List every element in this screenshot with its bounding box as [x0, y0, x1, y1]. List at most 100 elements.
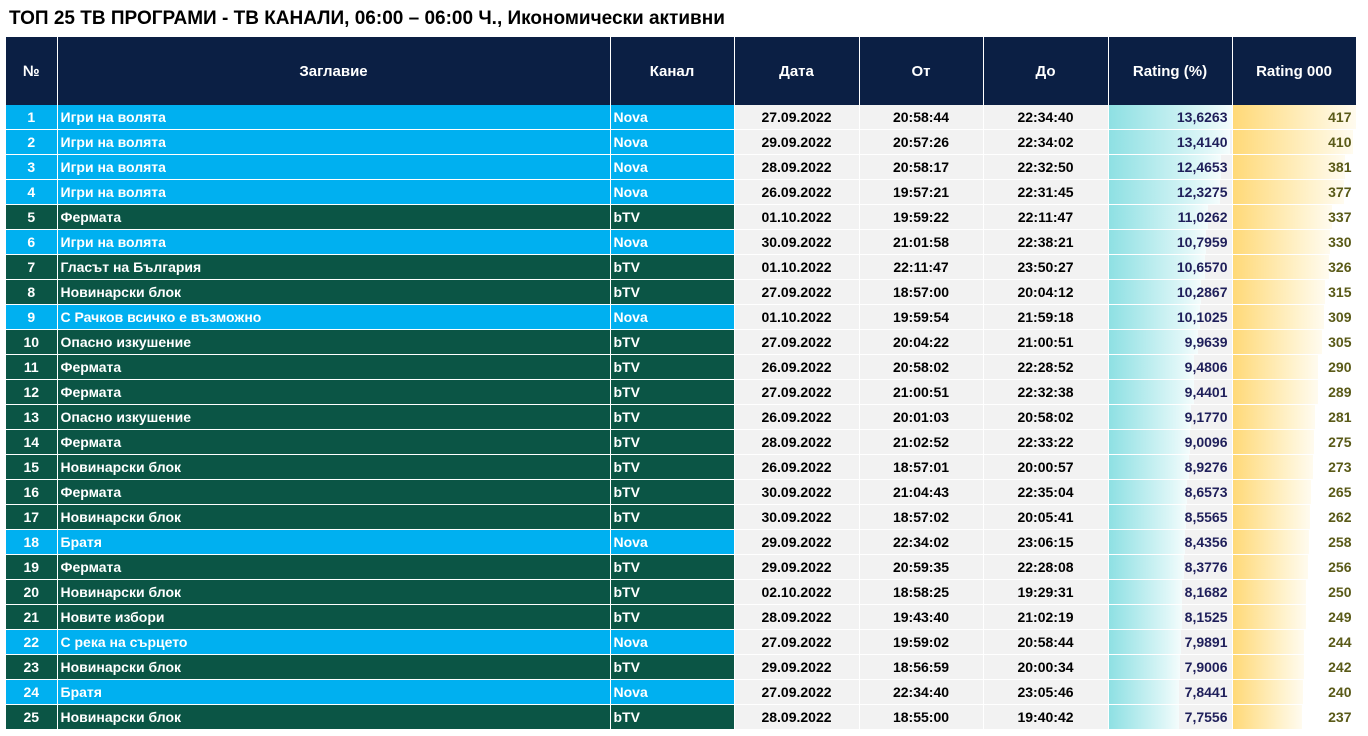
- broadcast-date: 27.09.2022: [734, 629, 860, 655]
- start-time: 21:00:51: [859, 379, 984, 405]
- rating-bar: [1108, 280, 1202, 304]
- broadcast-date: 02.10.2022: [734, 579, 860, 605]
- rating-cell: 8,4356: [1108, 529, 1233, 555]
- rating000-bar: [1232, 655, 1304, 679]
- table-row: 23 Новинарски блок bTV 29.09.2022 18:56:59 20…: [6, 654, 1357, 680]
- channel-name: bTV: [610, 554, 735, 580]
- rating-bar: [1108, 705, 1179, 729]
- broadcast-date: 01.10.2022: [734, 204, 860, 230]
- broadcast-date: 01.10.2022: [734, 254, 860, 280]
- rating000-bar: [1232, 480, 1311, 504]
- end-time: 22:28:52: [983, 354, 1109, 380]
- rating-cell: 7,9891: [1108, 629, 1233, 655]
- program-title: Игри на волята: [57, 179, 611, 205]
- channel-name: bTV: [610, 604, 735, 630]
- page-title: ТОП 25 ТВ ПРОГРАМИ - ТВ КАНАЛИ, 06:00 – …: [9, 8, 725, 29]
- row-number: 3: [6, 154, 58, 180]
- rating-cell: 10,2867: [1108, 279, 1233, 305]
- table-row: 25 Новинарски блок bTV 28.09.2022 18:55:00 19…: [6, 704, 1357, 730]
- broadcast-date: 28.09.2022: [734, 604, 860, 630]
- rating000-value: 249: [1328, 609, 1352, 625]
- rating000-cell: 275: [1232, 429, 1357, 455]
- header-rating000: Rating 000: [1232, 37, 1357, 105]
- rating000-bar: [1232, 605, 1306, 629]
- program-title: Братя: [57, 529, 611, 555]
- rating-value: 11,0262: [1177, 209, 1228, 225]
- start-time: 20:59:35: [859, 554, 984, 580]
- row-number: 7: [6, 254, 58, 280]
- rating-value: 8,4356: [1184, 534, 1228, 550]
- rating000-value: 237: [1328, 709, 1352, 725]
- end-time: 22:35:04: [983, 479, 1109, 505]
- broadcast-date: 28.09.2022: [734, 154, 860, 180]
- rating-value: 8,5565: [1184, 509, 1228, 525]
- broadcast-date: 27.09.2022: [734, 329, 860, 355]
- channel-name: Nova: [610, 629, 735, 655]
- rating-cell: 10,6570: [1108, 254, 1233, 280]
- table-row: 4 Игри на волята Nova 26.09.2022 19:57:21 22:…: [6, 179, 1357, 205]
- start-time: 21:01:58: [859, 229, 984, 255]
- end-time: 20:00:57: [983, 454, 1109, 480]
- row-number: 25: [6, 704, 58, 730]
- rating000-bar: [1232, 130, 1354, 154]
- rating000-value: 330: [1328, 234, 1352, 250]
- rating-bar: [1108, 405, 1192, 429]
- start-time: 18:58:25: [859, 579, 984, 605]
- broadcast-date: 26.09.2022: [734, 404, 860, 430]
- start-time: 18:57:00: [859, 279, 984, 305]
- rating000-cell: 330: [1232, 229, 1357, 255]
- row-number: 6: [6, 229, 58, 255]
- rating-cell: 8,3776: [1108, 554, 1233, 580]
- rating000-value: 337: [1328, 209, 1352, 225]
- rating000-value: 281: [1328, 409, 1352, 425]
- rating000-value: 381: [1328, 159, 1352, 175]
- rating000-cell: 381: [1232, 154, 1357, 180]
- channel-name: bTV: [610, 479, 735, 505]
- rating-cell: 8,5565: [1108, 504, 1233, 530]
- program-title: Игри на волята: [57, 229, 611, 255]
- rating-value: 9,1770: [1184, 409, 1228, 425]
- rating-bar: [1108, 430, 1190, 454]
- rating000-bar: [1232, 205, 1332, 229]
- start-time: 19:59:54: [859, 304, 984, 330]
- row-number: 9: [6, 304, 58, 330]
- rating000-cell: 273: [1232, 454, 1357, 480]
- rating-bar: [1108, 605, 1183, 629]
- start-time: 22:11:47: [859, 254, 984, 280]
- header-rating: Rating (%): [1108, 37, 1233, 105]
- rating000-bar: [1232, 305, 1324, 329]
- rating-bar: [1108, 130, 1230, 154]
- table-row: 24 Братя Nova 27.09.2022 22:34:40 23:05:46 7,8…: [6, 679, 1357, 705]
- program-title: Фермата: [57, 429, 611, 455]
- rating000-value: 244: [1328, 634, 1352, 650]
- broadcast-date: 26.09.2022: [734, 454, 860, 480]
- rating000-cell: 237: [1232, 704, 1357, 730]
- rating-cell: 8,1525: [1108, 604, 1233, 630]
- header-date: Дата: [734, 37, 860, 105]
- program-title: Опасно изкушение: [57, 404, 611, 430]
- rating000-bar: [1232, 630, 1305, 654]
- start-time: 19:43:40: [859, 604, 984, 630]
- program-title: Фермата: [57, 554, 611, 580]
- program-title: Игри на волята: [57, 105, 611, 130]
- rating000-cell: 249: [1232, 604, 1357, 630]
- end-time: 23:05:46: [983, 679, 1109, 705]
- channel-name: bTV: [610, 654, 735, 680]
- rating-cell: 7,8441: [1108, 679, 1233, 705]
- broadcast-date: 01.10.2022: [734, 304, 860, 330]
- rating-value: 8,1525: [1184, 609, 1228, 625]
- rating000-cell: 377: [1232, 179, 1357, 205]
- rating000-bar: [1232, 580, 1307, 604]
- rating-cell: 12,3275: [1108, 179, 1233, 205]
- rating-cell: 11,0262: [1108, 204, 1233, 230]
- rating-bar: [1108, 255, 1205, 279]
- rating000-value: 305: [1328, 334, 1352, 350]
- rating000-bar: [1232, 255, 1329, 279]
- end-time: 20:58:02: [983, 404, 1109, 430]
- rating-bar: [1108, 330, 1199, 354]
- rating-bar: [1108, 630, 1181, 654]
- row-number: 13: [6, 404, 58, 430]
- start-time: 22:34:02: [859, 529, 984, 555]
- broadcast-date: 26.09.2022: [734, 179, 860, 205]
- rating000-bar: [1232, 705, 1303, 729]
